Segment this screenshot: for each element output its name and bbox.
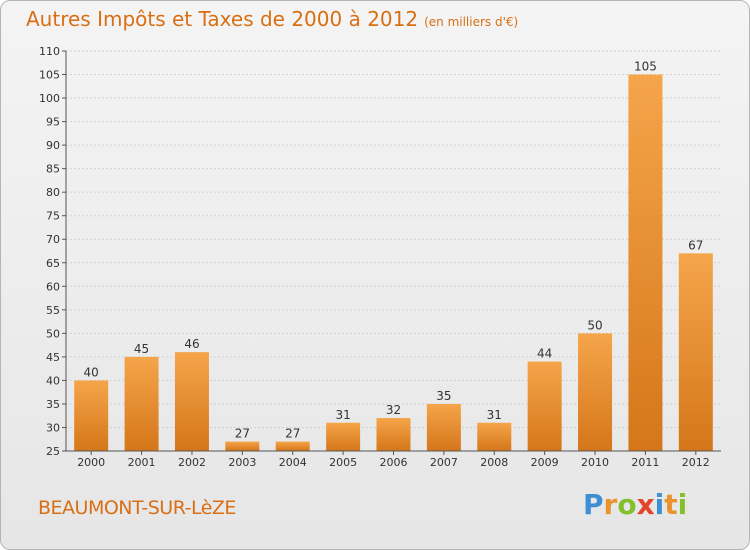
data-label: 40 <box>84 365 99 379</box>
y-tick-label: 50 <box>46 327 60 340</box>
y-tick-label: 55 <box>46 304 60 317</box>
y-tick-label: 65 <box>46 257 60 270</box>
logo-letter: P <box>583 488 604 521</box>
bar <box>326 422 361 451</box>
data-label: 50 <box>587 318 602 332</box>
bar <box>174 352 209 451</box>
y-tick-label: 95 <box>46 116 60 129</box>
y-tick-label: 110 <box>39 45 60 58</box>
x-tick-label: 2006 <box>380 456 408 469</box>
chart-title-unit: (en milliers d'€) <box>424 15 519 29</box>
data-label: 32 <box>386 403 401 417</box>
data-label: 45 <box>134 342 149 356</box>
x-tick-label: 2005 <box>329 456 357 469</box>
y-tick-label: 45 <box>46 351 60 364</box>
x-tick-label: 2010 <box>581 456 609 469</box>
x-tick-label: 2003 <box>228 456 256 469</box>
logo-letter: t <box>664 488 678 521</box>
y-tick-label: 75 <box>46 210 60 223</box>
data-label: 35 <box>436 389 451 403</box>
logo-letter: r <box>603 488 618 521</box>
x-tick-label: 2007 <box>430 456 458 469</box>
y-tick-label: 40 <box>46 374 60 387</box>
data-label: 67 <box>688 238 703 252</box>
y-tick-label: 25 <box>46 445 60 458</box>
x-tick-label: 2004 <box>279 456 307 469</box>
bar <box>124 356 159 451</box>
logo-letter: o <box>617 488 637 521</box>
chart-title-main: Autres Impôts et Taxes de 2000 à 2012 <box>26 7 419 31</box>
x-tick-label: 2002 <box>178 456 206 469</box>
data-label: 44 <box>537 347 552 361</box>
bar <box>426 403 461 451</box>
bar <box>678 253 713 451</box>
proxiti-logo: Proxiti <box>583 488 687 521</box>
x-tick-label: 2001 <box>128 456 156 469</box>
y-tick-label: 60 <box>46 280 60 293</box>
y-tick-label: 90 <box>46 139 60 152</box>
bar <box>74 380 109 451</box>
data-label: 27 <box>235 427 250 441</box>
logo-letter: i <box>677 488 688 521</box>
y-tick-label: 70 <box>46 233 60 246</box>
y-tick-label: 35 <box>46 398 60 411</box>
logo-letter: x <box>636 488 655 521</box>
x-tick-label: 2000 <box>77 456 105 469</box>
bar <box>578 333 613 451</box>
x-tick-label: 2008 <box>480 456 508 469</box>
data-label: 31 <box>335 408 350 422</box>
bar <box>628 74 663 451</box>
x-tick-label: 2009 <box>531 456 559 469</box>
bar <box>376 418 411 451</box>
bar <box>527 361 562 451</box>
chart-title: Autres Impôts et Taxes de 2000 à 2012 (en… <box>26 7 518 31</box>
bar <box>477 422 512 451</box>
grid <box>66 50 721 452</box>
y-axis: 25 30 35 40 45 50 55 60 65 70 75 80 85 90 95 100 105 110 <box>39 45 67 458</box>
bar <box>225 441 260 451</box>
x-tick-label: 2011 <box>631 456 659 469</box>
y-tick-label: 100 <box>39 92 60 105</box>
y-tick-label: 30 <box>46 421 60 434</box>
bars: 40 45 46 27 27 31 32 35 31 44 50 105 67 <box>74 60 713 451</box>
y-tick-label: 80 <box>46 186 60 199</box>
y-tick-label: 105 <box>39 69 60 82</box>
commune-name: BEAUMONT-SUR-LèZE <box>38 497 236 519</box>
x-tick-label: 2012 <box>682 456 710 469</box>
data-label: 46 <box>184 337 199 351</box>
logo-letter: i <box>654 488 665 521</box>
x-axis: 2000 2001 2002 2003 2004 2005 2006 2007 2008 2009… <box>66 450 721 469</box>
data-label: 105 <box>634 60 657 74</box>
data-label: 27 <box>285 427 300 441</box>
data-label: 31 <box>487 408 502 422</box>
y-tick-label: 85 <box>46 163 60 176</box>
bar <box>275 441 310 451</box>
